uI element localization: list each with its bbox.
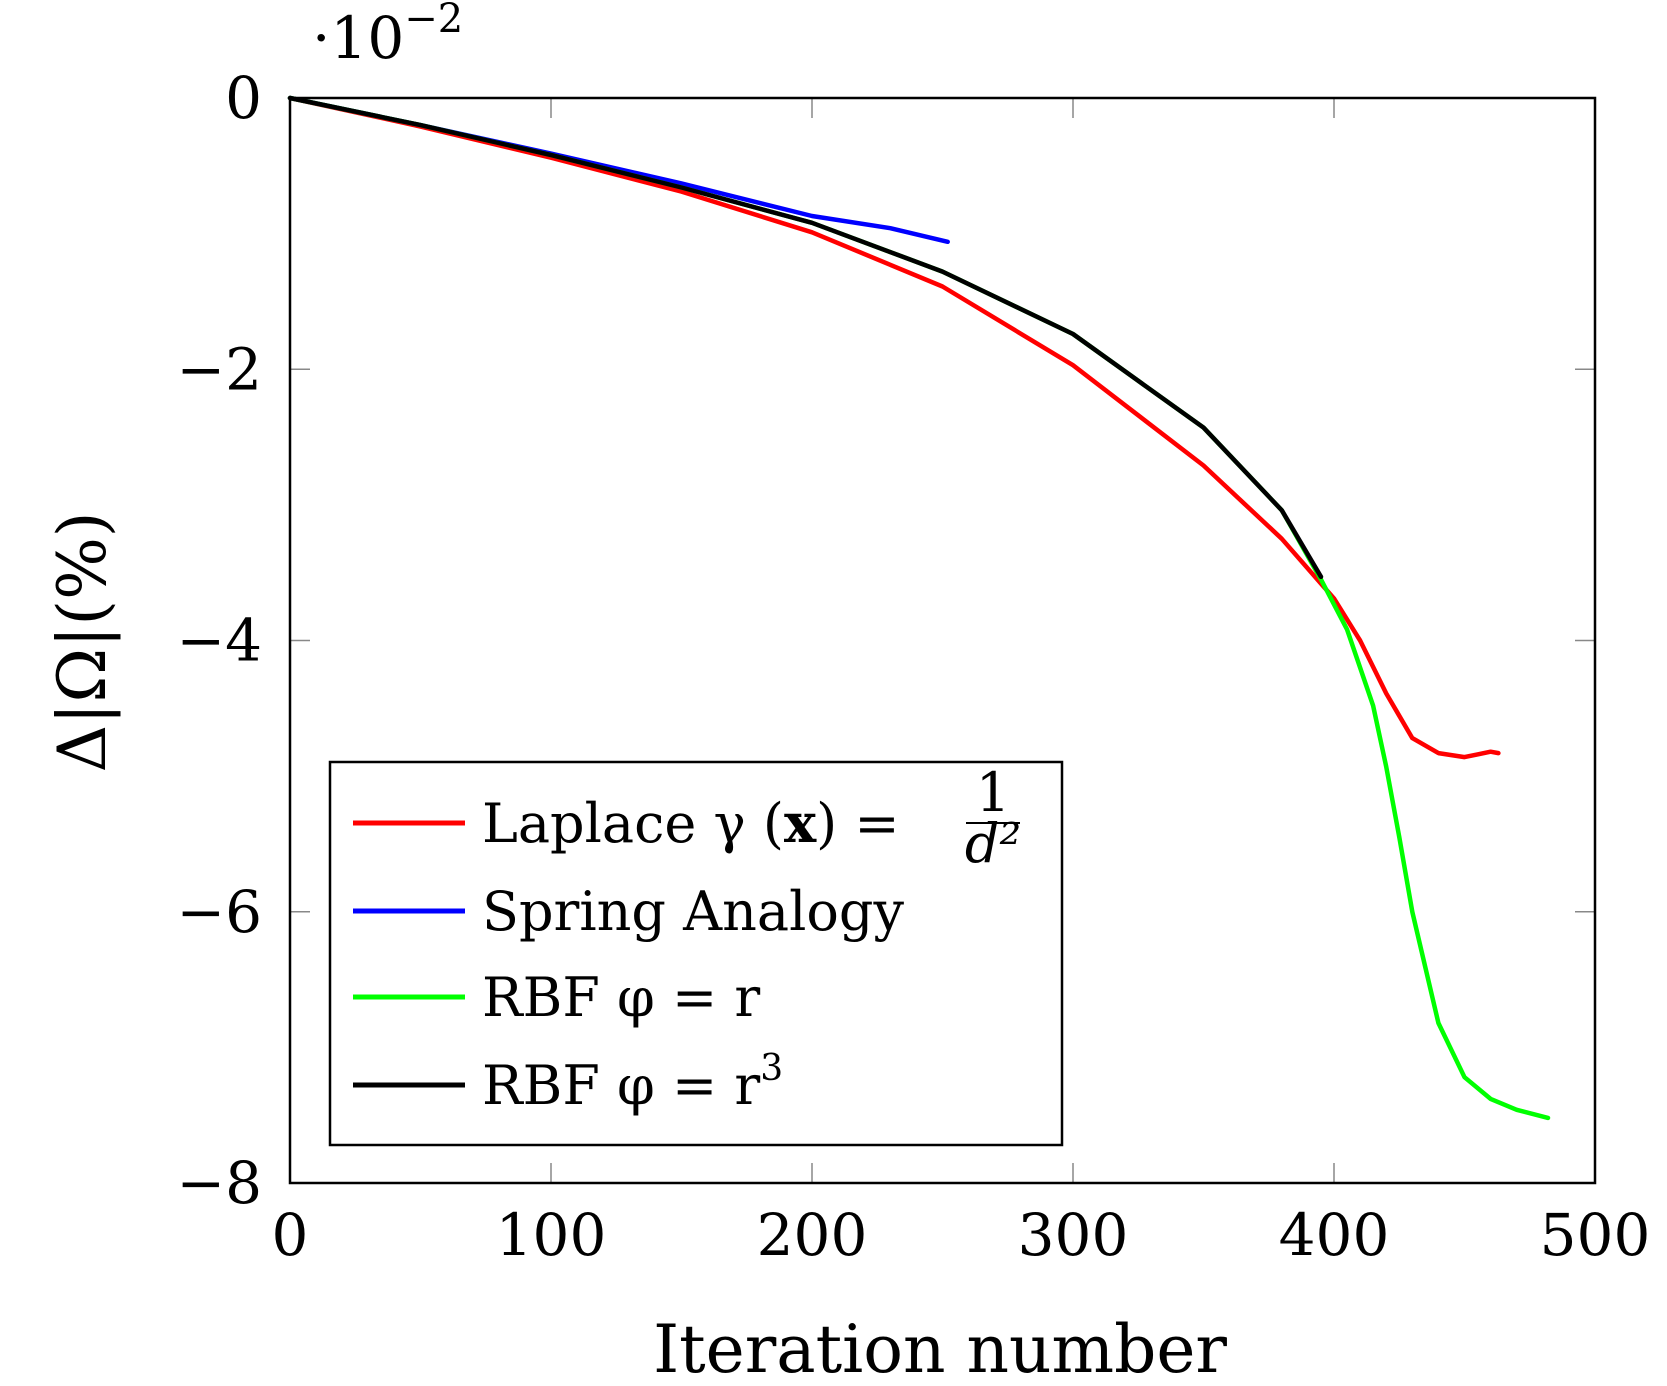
legend-laplace-bold: x [784,791,817,855]
legend: Laplace γ (x) = 1 d² Spring Analogy RBF … [328,760,1064,1147]
y-axis-multiplier: ·10−2 [312,0,463,72]
x-tick-label: 200 [757,1201,868,1269]
legend-laplace-frac-den: d² [965,812,1021,875]
y-tick-label: −2 [177,335,263,403]
series-line-0 [287,95,1501,760]
legend-rbf-r3-sup: 3 [760,1048,783,1089]
x-axis-label: Iteration number [653,1311,1227,1386]
legend-label-laplace: Laplace γ (x) = [482,791,900,855]
y-tick-label: −6 [177,878,263,946]
legend-rbf-r3-text: RBF φ = r [482,1054,760,1117]
series-line-3 [287,95,1324,580]
x-tick-label: 100 [496,1201,607,1269]
y-axis-multiplier-exponent: −2 [404,0,463,42]
y-axis-label: Δ|Ω|(%) [44,511,121,772]
x-tick-label: 500 [1540,1201,1651,1269]
x-tick-label: 0 [272,1201,309,1269]
legend-laplace-text: Laplace γ ( [482,792,784,855]
y-axis-multiplier-base: ·10 [312,4,404,72]
legend-laplace-after: ) = [816,792,899,855]
tick-labels: 0 100 200 300 400 500 0 −2 −4 −6 −8 [177,64,1651,1269]
legend-label-rbf-r3: RBF φ = r3 [482,1048,783,1117]
y-tick-label: 0 [225,64,262,132]
y-tick-label: −4 [177,607,263,675]
series-lines [287,95,1551,1121]
legend-box [328,760,1064,1147]
legend-label-rbf-r: RBF φ = r [482,966,760,1029]
y-tick-label: −8 [177,1149,263,1217]
x-tick-label: 400 [1279,1201,1390,1269]
legend-laplace-frac-num: 1 [976,761,1010,824]
legend-label-spring: Spring Analogy [482,880,904,943]
x-tick-label: 300 [1018,1201,1129,1269]
plot-frame [288,96,1597,1185]
